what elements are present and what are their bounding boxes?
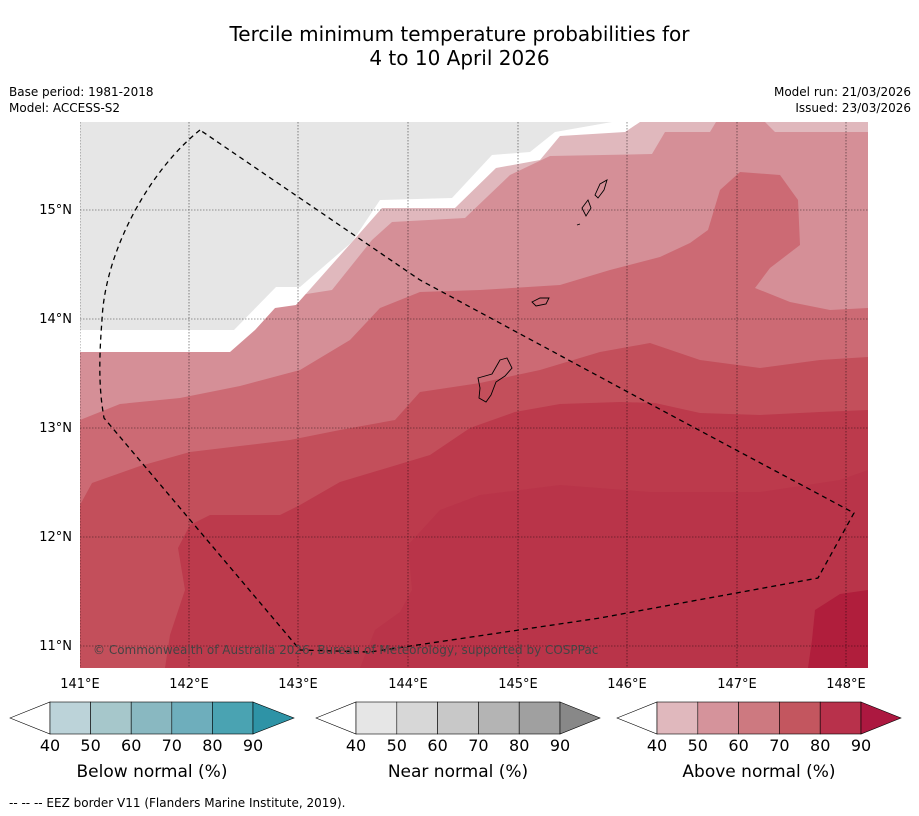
lon-label: 145°E bbox=[498, 677, 538, 692]
colorbar-near-high-extend bbox=[559, 701, 601, 735]
lat-label: 15°N bbox=[39, 203, 72, 218]
lat-labels: 15°N 14°N 13°N 12°N 11°N bbox=[39, 203, 72, 654]
colorbar-near-low-extend bbox=[315, 701, 357, 735]
colorbar-tick: 80 bbox=[202, 736, 223, 755]
colorbar-tick: 50 bbox=[687, 736, 708, 755]
eez-legend-note: -- -- -- EEZ border V11 (Flanders Marine… bbox=[9, 796, 346, 810]
island-guam bbox=[477, 357, 513, 403]
chart-title: Tercile minimum temperature probabilitie… bbox=[0, 22, 919, 70]
colorbar-above-segment bbox=[656, 701, 699, 735]
colorbar-tick: 60 bbox=[121, 736, 142, 755]
colorbar-above-high-extend bbox=[860, 701, 902, 735]
lon-labels: 141°E 142°E 143°E 144°E 145°E 146°E 147°… bbox=[60, 677, 866, 692]
colorbar-near-segment bbox=[437, 701, 479, 735]
region-near-40 bbox=[80, 122, 612, 330]
lon-label: 141°E bbox=[60, 677, 100, 692]
issued-date: Issued: 23/03/2026 bbox=[795, 101, 911, 115]
colorbar-tick: 70 bbox=[468, 736, 489, 755]
lon-label: 142°E bbox=[169, 677, 209, 692]
colorbar-tick: 50 bbox=[386, 736, 407, 755]
colorbar-above-low-extend bbox=[616, 701, 658, 735]
colorbar-tick: 50 bbox=[80, 736, 101, 755]
colorbar-near-label: Near normal (%) bbox=[387, 762, 529, 782]
colorbar-below-label: Below normal (%) bbox=[76, 762, 228, 782]
copyright-notice: © Commonwealth of Australia 2026, Bureau… bbox=[93, 643, 598, 657]
lon-label: 147°E bbox=[717, 677, 757, 692]
meta-right: Model run: 21/03/2026 Issued: 23/03/2026 bbox=[774, 84, 911, 116]
colorbar-tick: 90 bbox=[549, 736, 571, 755]
base-period: Base period: 1981-2018 bbox=[9, 85, 154, 99]
lat-label: 11°N bbox=[39, 639, 72, 654]
colorbar-above-segment bbox=[779, 701, 821, 735]
colorbar-tick: 40 bbox=[39, 736, 61, 755]
colorbar-below-segment bbox=[130, 701, 173, 735]
colorbar-near-segment bbox=[355, 701, 398, 735]
colorbar-below bbox=[9, 701, 295, 735]
region-above-80b bbox=[360, 470, 868, 668]
colorbar-above-segment bbox=[697, 701, 739, 735]
colorbar-near-segment bbox=[396, 701, 438, 735]
colorbar-tick: 60 bbox=[728, 736, 749, 755]
colorbar-above-label: Above normal (%) bbox=[682, 762, 836, 782]
colorbar-below-segment bbox=[90, 701, 132, 735]
colorbar-below-segment bbox=[212, 701, 254, 735]
meta-left: Base period: 1981-2018 Model: ACCESS-S2 bbox=[9, 84, 154, 116]
title-line-1: Tercile minimum temperature probabilitie… bbox=[229, 22, 690, 46]
lat-label: 14°N bbox=[39, 312, 72, 327]
colorbar-tick: 70 bbox=[769, 736, 790, 755]
colorbar-tick: 80 bbox=[509, 736, 530, 755]
map-area: © Commonwealth of Australia 2026, Bureau… bbox=[80, 122, 868, 668]
colorbar-near-segment bbox=[478, 701, 520, 735]
colorbar-tick: 40 bbox=[345, 736, 367, 755]
islands bbox=[477, 179, 608, 403]
colorbar-above-segment bbox=[738, 701, 780, 735]
lat-label: 13°N bbox=[39, 421, 72, 436]
eez-border bbox=[99, 129, 855, 653]
colorbar-below-segment bbox=[171, 701, 213, 735]
lon-label: 146°E bbox=[607, 677, 647, 692]
title-line-2: 4 to 10 April 2026 bbox=[369, 46, 550, 70]
colorbar-below-high-extend bbox=[252, 701, 295, 735]
lon-label: 148°E bbox=[826, 677, 866, 692]
island-saipan bbox=[594, 179, 608, 199]
graticule bbox=[80, 122, 868, 668]
colorbar-near-segment bbox=[518, 701, 561, 735]
region-above-90 bbox=[808, 590, 868, 668]
colorbar-tick: 70 bbox=[161, 736, 182, 755]
colorbar-tick: 60 bbox=[427, 736, 448, 755]
colorbar-tick: 90 bbox=[850, 736, 872, 755]
colorbar-above-segment bbox=[819, 701, 862, 735]
model-name: Model: ACCESS-S2 bbox=[9, 101, 121, 115]
model-run: Model run: 21/03/2026 bbox=[773, 85, 911, 99]
island-aguijan bbox=[576, 223, 581, 226]
colorbar-above bbox=[616, 701, 902, 735]
lon-label: 144°E bbox=[388, 677, 428, 692]
lon-label: 143°E bbox=[278, 677, 318, 692]
island-rota bbox=[531, 297, 550, 307]
colorbar-tick: 90 bbox=[242, 736, 264, 755]
colorbar-near bbox=[315, 701, 601, 735]
lat-label: 12°N bbox=[39, 530, 72, 545]
colorbar-below-low-extend bbox=[9, 701, 51, 735]
island-tinian bbox=[581, 199, 592, 217]
colorbar-tick: 40 bbox=[646, 736, 668, 755]
colorbar-tick: 80 bbox=[810, 736, 831, 755]
colorbar-below-segment bbox=[49, 701, 91, 735]
